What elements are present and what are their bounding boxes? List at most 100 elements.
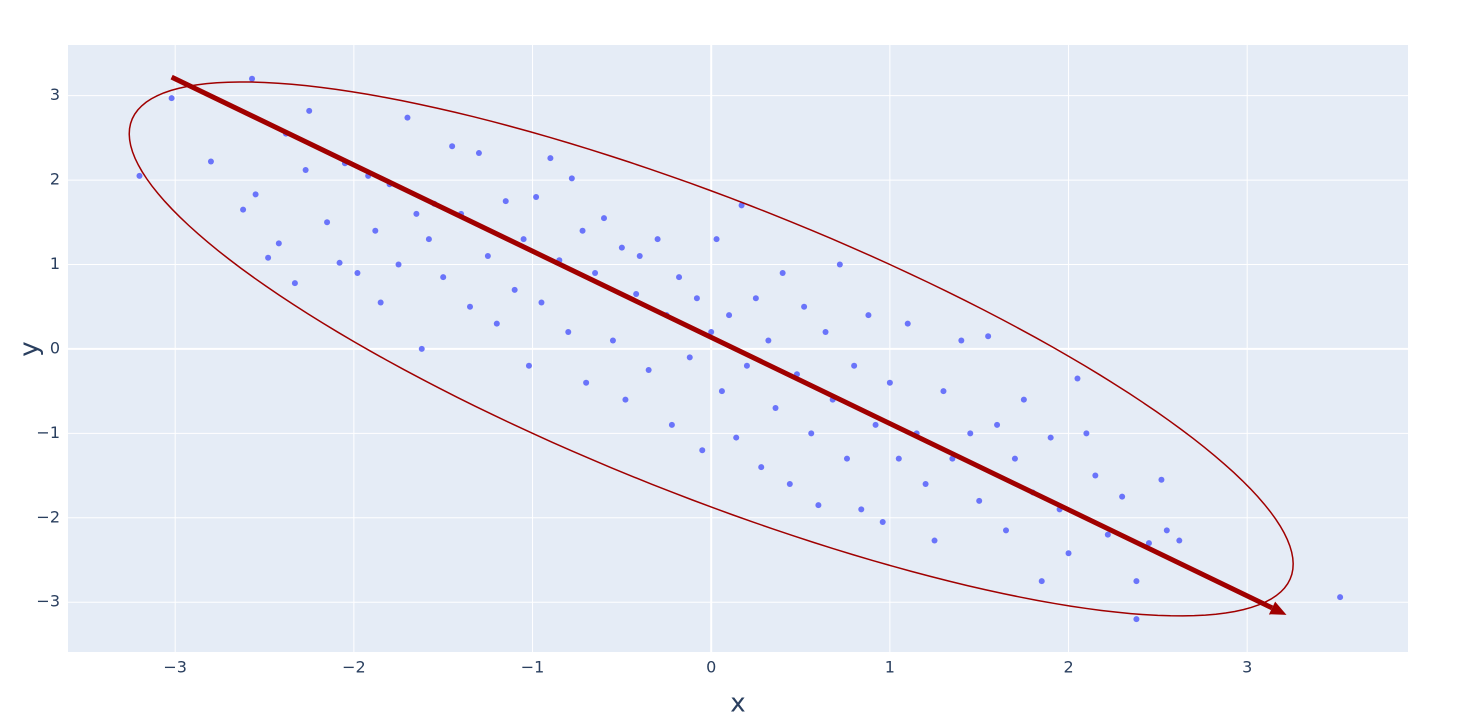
point xyxy=(475,150,482,157)
point xyxy=(467,303,473,310)
ellipse xyxy=(128,81,1294,617)
point xyxy=(836,261,843,268)
y-axis-title: y xyxy=(15,341,45,356)
x-tick-label: −1 xyxy=(521,658,545,677)
point xyxy=(291,280,298,287)
point xyxy=(1092,472,1099,479)
point xyxy=(538,299,545,306)
point xyxy=(872,421,879,428)
point xyxy=(808,430,815,437)
point xyxy=(654,236,661,243)
point xyxy=(1337,594,1344,601)
point xyxy=(252,191,259,198)
point xyxy=(395,261,402,268)
point xyxy=(645,367,652,374)
point xyxy=(1020,396,1027,403)
point xyxy=(922,480,929,487)
y-tick-label: −3 xyxy=(36,592,60,611)
point xyxy=(609,337,616,344)
x-tick-label: 1 xyxy=(885,658,895,677)
point xyxy=(772,405,779,412)
point xyxy=(565,329,572,336)
point xyxy=(886,379,893,386)
point xyxy=(895,455,902,462)
point xyxy=(1133,616,1140,623)
point xyxy=(336,259,343,266)
point xyxy=(511,286,518,293)
point xyxy=(786,480,793,487)
point xyxy=(752,295,759,302)
point xyxy=(822,329,829,336)
point xyxy=(865,312,872,319)
point xyxy=(240,206,247,213)
point xyxy=(738,202,745,209)
point xyxy=(1104,531,1111,538)
point xyxy=(502,198,509,205)
x-tick-label: 0 xyxy=(706,658,716,677)
point xyxy=(1038,578,1045,585)
point xyxy=(1119,493,1126,500)
point xyxy=(618,244,625,251)
point xyxy=(815,502,822,509)
point xyxy=(633,291,640,298)
point xyxy=(1176,537,1183,544)
point xyxy=(592,269,599,276)
point xyxy=(779,269,786,276)
point xyxy=(858,506,865,513)
point xyxy=(1158,476,1165,483)
point xyxy=(1003,527,1009,534)
point xyxy=(758,464,765,471)
point xyxy=(265,254,272,261)
point xyxy=(377,299,384,306)
arrow-head xyxy=(1269,601,1287,615)
point xyxy=(275,240,282,247)
point xyxy=(449,143,456,150)
y-tick-label: 2 xyxy=(50,170,60,189)
point xyxy=(713,236,720,243)
arrow-shaft xyxy=(170,74,1274,611)
point xyxy=(851,362,858,369)
point xyxy=(708,329,715,336)
point xyxy=(525,362,532,369)
point xyxy=(904,320,911,327)
x-tick-label: 3 xyxy=(1242,658,1252,677)
point xyxy=(726,312,733,319)
point xyxy=(1133,578,1140,585)
point xyxy=(302,166,309,173)
point xyxy=(493,320,500,327)
point xyxy=(324,219,331,226)
point xyxy=(579,227,586,234)
point xyxy=(404,114,411,121)
point xyxy=(733,434,740,441)
point xyxy=(1047,434,1054,441)
point xyxy=(425,236,432,243)
point xyxy=(967,430,974,437)
y-tick-label: 3 xyxy=(50,85,60,104)
point xyxy=(306,107,313,114)
point xyxy=(636,253,643,260)
y-tick-label: 0 xyxy=(50,338,60,357)
point xyxy=(676,274,683,281)
point xyxy=(686,354,693,361)
point xyxy=(1163,527,1170,534)
point xyxy=(440,274,447,281)
x-tick-label: −2 xyxy=(342,658,366,677)
point xyxy=(931,537,938,544)
point xyxy=(994,421,1001,428)
point xyxy=(718,388,725,395)
point xyxy=(1083,430,1090,437)
point xyxy=(372,227,379,234)
x-tick-label: −3 xyxy=(163,658,187,677)
point xyxy=(1065,550,1072,557)
y-tick-label: −2 xyxy=(36,507,60,526)
point xyxy=(879,518,886,525)
point xyxy=(418,345,425,352)
point xyxy=(622,396,629,403)
point xyxy=(583,379,590,386)
point xyxy=(520,236,527,243)
point xyxy=(136,172,143,179)
point xyxy=(1011,455,1018,462)
point xyxy=(801,303,808,310)
